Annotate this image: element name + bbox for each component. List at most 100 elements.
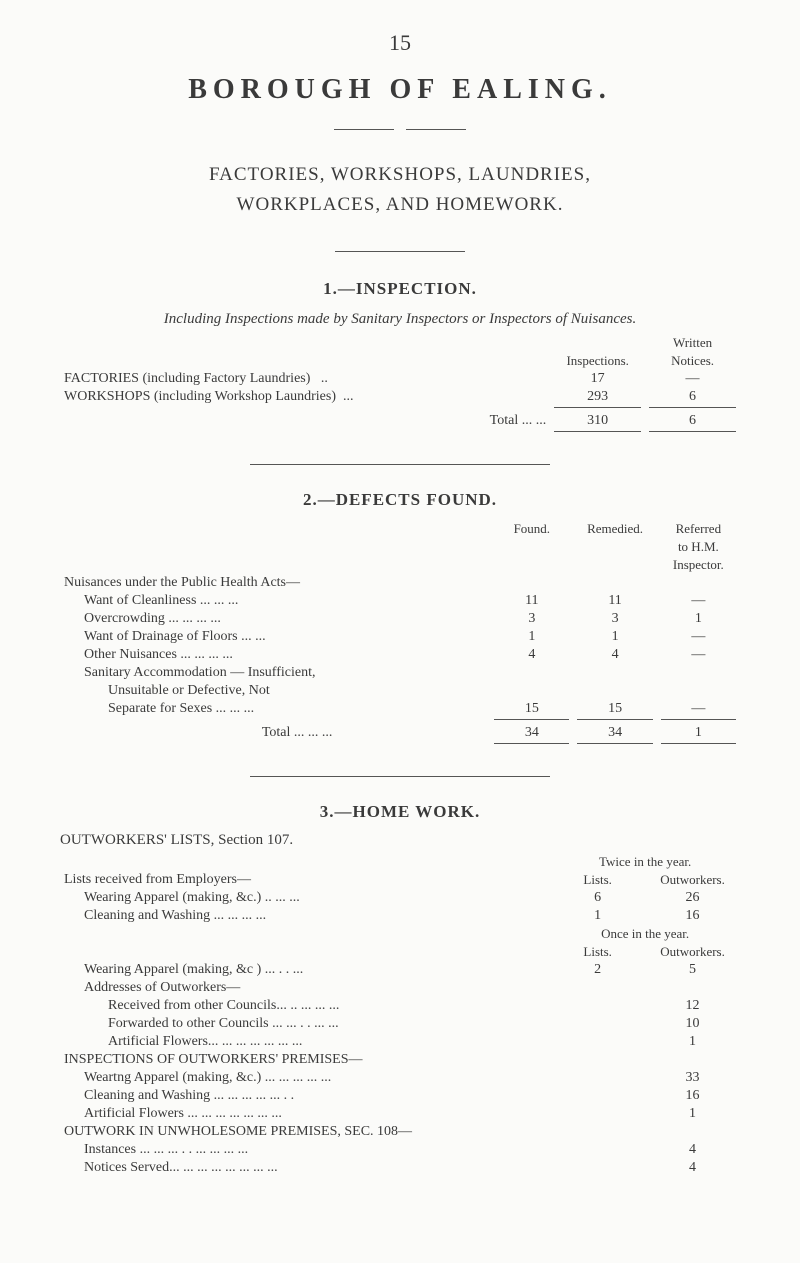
row-label: Forwarded to other Councils ... ... . . … <box>60 1015 550 1033</box>
row-c2: 4 <box>645 1159 740 1177</box>
row-c2: 4 <box>573 646 656 664</box>
row-label: Sanitary Accommodation — Insufficient, <box>60 664 490 682</box>
table-row: Separate for Sexes ... ... ... 15 15 — <box>60 700 740 718</box>
table-header-row: Inspector. <box>60 556 740 574</box>
leader-dots: .. <box>321 371 328 386</box>
row-label: Notices Served... ... ... ... ... ... ..… <box>60 1159 550 1177</box>
row-c1: 15 <box>490 700 573 718</box>
section3-heading: 3.—HOME WORK. <box>60 802 740 822</box>
row-label: FACTORIES (including Factory Laundries) <box>64 371 310 386</box>
table-header-row: Written <box>60 334 740 352</box>
addresses-label: Addresses of Outworkers— <box>60 979 740 997</box>
table-header-row: Lists received from Employers— Lists. Ou… <box>60 871 740 889</box>
row-label: Other Nuisances ... ... ... ... <box>60 646 490 664</box>
row-c2: 26 <box>645 889 740 907</box>
table-header-row: to H.M. <box>60 538 740 556</box>
row-c2: 16 <box>645 1087 740 1105</box>
section1-desc: Including Inspections made by Sanitary I… <box>60 309 740 330</box>
col-outworkers: Outworkers. <box>645 871 740 889</box>
total-label: Total ... ... ... <box>60 724 490 742</box>
row-label: Received from other Councils... .. ... .… <box>60 997 550 1015</box>
table-row: Cleaning and Washing ... ... ... ... 1 1… <box>60 907 740 925</box>
row-c1: 17 <box>550 370 645 388</box>
col-referred-l3: Inspector. <box>657 556 740 574</box>
table-row: Overcrowding ... ... ... ... 3 3 1 <box>60 610 740 628</box>
group-label: Lists received from Employers— <box>60 871 550 889</box>
table-row: FACTORIES (including Factory Laundries) … <box>60 370 740 388</box>
row-label: Cleaning and Washing ... ... ... ... <box>60 907 550 925</box>
row-c1: 2 <box>550 961 645 979</box>
row-c1: 11 <box>490 592 573 610</box>
table-row: Sanitary Accommodation — Insufficient, <box>60 664 740 682</box>
main-title: BOROUGH OF EALING. <box>60 74 740 106</box>
group-row: INSPECTIONS OF OUTWORKERS' PREMISES— <box>60 1051 740 1069</box>
subtitle: FACTORIES, WORKSHOPS, LAUNDRIES, WORKPLA… <box>60 160 740 221</box>
row-label: Want of Drainage of Floors ... ... <box>60 628 490 646</box>
row-c2: 16 <box>645 907 740 925</box>
leader-dots: ... <box>343 389 354 404</box>
group-row: Addresses of Outworkers— <box>60 979 740 997</box>
row-c2: 3 <box>573 610 656 628</box>
row-label: Instances ... ... ... . . ... ... ... ..… <box>60 1141 550 1159</box>
table-row: Instances ... ... ... . . ... ... ... ..… <box>60 1141 740 1159</box>
total-row: Total ... ... 310 6 <box>60 412 740 430</box>
row-label: Overcrowding ... ... ... ... <box>60 610 490 628</box>
row-c2: — <box>645 370 740 388</box>
row-c2: 11 <box>573 592 656 610</box>
divider-rule <box>60 764 740 782</box>
divider-rule <box>60 452 740 470</box>
section2-table: Found. Remedied. Referred to H.M. Inspec… <box>60 520 740 748</box>
table-row: Want of Cleanliness ... ... ... 11 11 — <box>60 592 740 610</box>
row-c3: — <box>657 592 740 610</box>
row-c3: — <box>657 700 740 718</box>
col-referred-l2: to H.M. <box>657 538 740 556</box>
col-written: Written <box>645 334 740 352</box>
col-inspections: Inspections. <box>550 352 645 370</box>
table-row: Forwarded to other Councils ... ... . . … <box>60 1015 740 1033</box>
table-row: Wearing Apparel (making, &c.) .. ... ...… <box>60 889 740 907</box>
row-c1: 3 <box>490 610 573 628</box>
outwork-label: OUTWORK IN UNWHOLESOME PREMISES, SEC. 10… <box>60 1123 740 1141</box>
table-header-row: Found. Remedied. Referred <box>60 520 740 538</box>
table-header-row: Twice in the year. <box>60 853 740 871</box>
row-c3: 1 <box>657 610 740 628</box>
row-c3: — <box>657 628 740 646</box>
row-label: Weartng Apparel (making, &c.) ... ... ..… <box>60 1069 550 1087</box>
total-c1: 310 <box>550 412 645 430</box>
table-row: Want of Drainage of Floors ... ... 1 1 — <box>60 628 740 646</box>
total-row: Total ... ... ... 34 34 1 <box>60 724 740 742</box>
row-c3: — <box>657 646 740 664</box>
total-c3: 1 <box>657 724 740 742</box>
row-label: Want of Cleanliness ... ... ... <box>60 592 490 610</box>
row-label: Cleaning and Washing ... ... ... ... ...… <box>60 1087 550 1105</box>
table-header-row: Lists. Outworkers. <box>60 943 740 961</box>
table-header-row: Once in the year. <box>60 925 740 943</box>
total-label: Total ... ... <box>60 412 550 430</box>
table-row: Notices Served... ... ... ... ... ... ..… <box>60 1159 740 1177</box>
col-lists: Lists. <box>550 871 645 889</box>
table-row: Cleaning and Washing ... ... ... ... ...… <box>60 1087 740 1105</box>
row-label: Separate for Sexes ... ... ... <box>60 700 490 718</box>
divider-rule <box>60 239 740 257</box>
twice-label: Twice in the year. <box>550 853 740 871</box>
row-c2: 12 <box>645 997 740 1015</box>
row-c2: 4 <box>645 1141 740 1159</box>
table-row: Artificial Flowers... ... ... ... ... ..… <box>60 1033 740 1051</box>
row-c2: 6 <box>645 388 740 406</box>
section3-table: Twice in the year. Lists received from E… <box>60 853 740 1177</box>
table-header-row: Inspections. Notices. <box>60 352 740 370</box>
row-c2: 10 <box>645 1015 740 1033</box>
col-notices: Notices. <box>645 352 740 370</box>
inspections-label: INSPECTIONS OF OUTWORKERS' PREMISES— <box>60 1051 740 1069</box>
col-found: Found. <box>490 520 573 538</box>
row-c2: 1 <box>645 1105 740 1123</box>
row-c2: 5 <box>645 961 740 979</box>
table-row: Artificial Flowers ... ... ... ... ... .… <box>60 1105 740 1123</box>
section2-heading: 2.—DEFECTS FOUND. <box>60 490 740 510</box>
group-row: Nuisances under the Public Health Acts— <box>60 574 740 592</box>
row-c2: 33 <box>645 1069 740 1087</box>
row-c1: 1 <box>550 907 645 925</box>
row-c1: 293 <box>550 388 645 406</box>
total-c2: 6 <box>645 412 740 430</box>
title-rules <box>60 120 740 138</box>
